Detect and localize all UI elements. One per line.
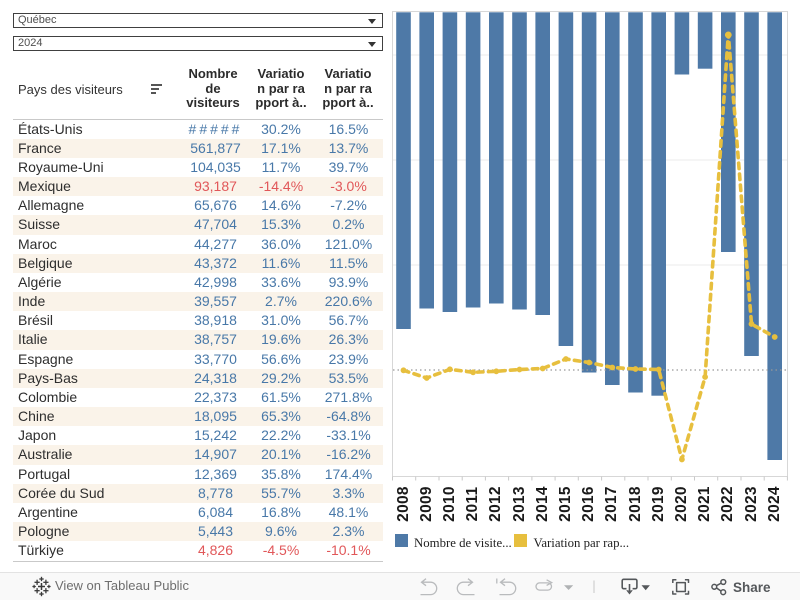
svg-text:Share: Share xyxy=(733,580,771,595)
